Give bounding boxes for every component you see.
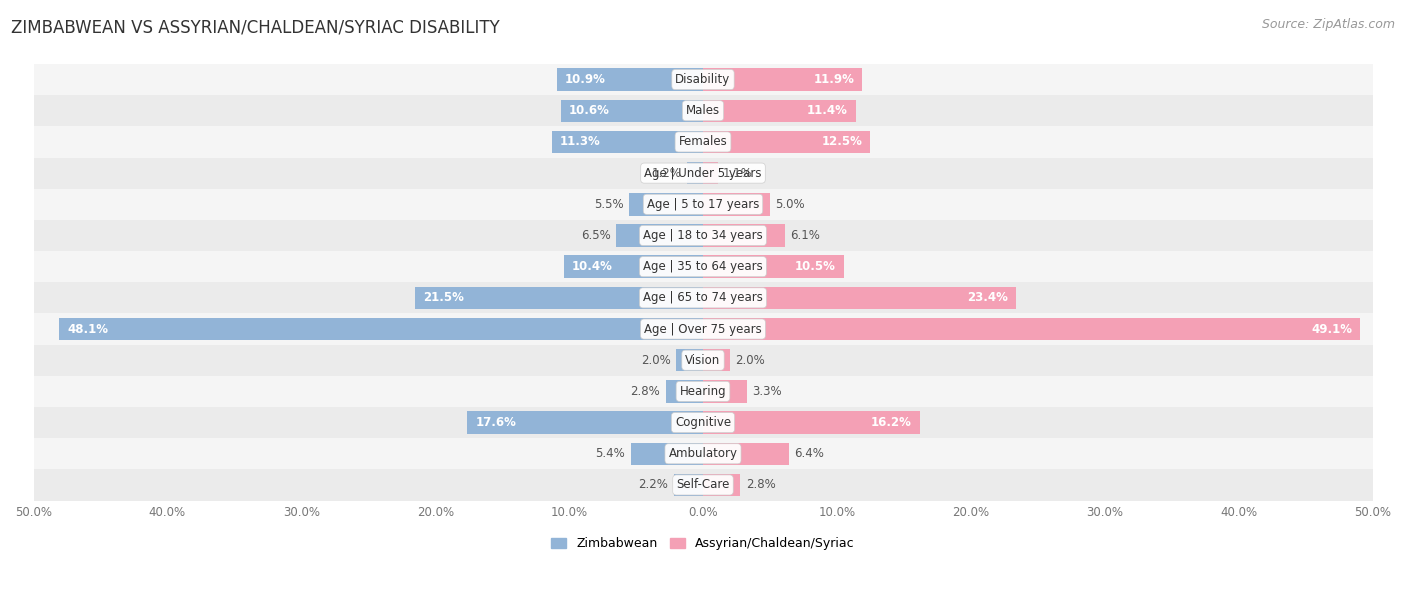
- Text: 23.4%: 23.4%: [967, 291, 1008, 304]
- Bar: [59, 318, 703, 340]
- Text: 5.0%: 5.0%: [775, 198, 804, 211]
- Text: Males: Males: [686, 104, 720, 118]
- Bar: [631, 442, 703, 465]
- Bar: [34, 126, 1372, 157]
- Text: 2.8%: 2.8%: [630, 385, 661, 398]
- Bar: [34, 438, 1372, 469]
- Bar: [703, 69, 862, 91]
- Text: 6.5%: 6.5%: [581, 229, 610, 242]
- Bar: [630, 193, 703, 215]
- Text: Self-Care: Self-Care: [676, 479, 730, 491]
- Bar: [551, 131, 703, 153]
- Text: Females: Females: [679, 135, 727, 149]
- Text: 11.4%: 11.4%: [807, 104, 848, 118]
- Bar: [703, 474, 741, 496]
- Bar: [703, 131, 870, 153]
- Bar: [34, 220, 1372, 251]
- Text: 11.3%: 11.3%: [560, 135, 600, 149]
- Bar: [564, 255, 703, 278]
- Bar: [703, 193, 770, 215]
- Bar: [616, 224, 703, 247]
- Text: 1.1%: 1.1%: [723, 166, 754, 179]
- Text: 16.2%: 16.2%: [870, 416, 912, 429]
- Text: 10.6%: 10.6%: [569, 104, 610, 118]
- Text: 2.0%: 2.0%: [735, 354, 765, 367]
- Text: Disability: Disability: [675, 73, 731, 86]
- Bar: [557, 69, 703, 91]
- Text: 48.1%: 48.1%: [67, 323, 108, 335]
- Legend: Zimbabwean, Assyrian/Chaldean/Syriac: Zimbabwean, Assyrian/Chaldean/Syriac: [547, 532, 859, 556]
- Text: Age | 35 to 64 years: Age | 35 to 64 years: [643, 260, 763, 273]
- Text: 5.4%: 5.4%: [596, 447, 626, 460]
- Text: 5.5%: 5.5%: [595, 198, 624, 211]
- Bar: [34, 345, 1372, 376]
- Text: Hearing: Hearing: [679, 385, 727, 398]
- Bar: [561, 100, 703, 122]
- Bar: [34, 376, 1372, 407]
- Text: Age | 5 to 17 years: Age | 5 to 17 years: [647, 198, 759, 211]
- Text: Age | Over 75 years: Age | Over 75 years: [644, 323, 762, 335]
- Bar: [34, 407, 1372, 438]
- Text: 12.5%: 12.5%: [821, 135, 862, 149]
- Bar: [415, 286, 703, 309]
- Text: 10.4%: 10.4%: [572, 260, 613, 273]
- Bar: [703, 100, 856, 122]
- Text: 10.9%: 10.9%: [565, 73, 606, 86]
- Bar: [703, 224, 785, 247]
- Text: 6.4%: 6.4%: [794, 447, 824, 460]
- Bar: [34, 64, 1372, 95]
- Bar: [703, 411, 920, 434]
- Text: 2.2%: 2.2%: [638, 479, 668, 491]
- Bar: [34, 157, 1372, 188]
- Bar: [703, 318, 1361, 340]
- Text: Age | 65 to 74 years: Age | 65 to 74 years: [643, 291, 763, 304]
- Text: 1.2%: 1.2%: [652, 166, 682, 179]
- Bar: [467, 411, 703, 434]
- Bar: [34, 188, 1372, 220]
- Text: 10.5%: 10.5%: [794, 260, 835, 273]
- Text: 3.3%: 3.3%: [752, 385, 782, 398]
- Text: 2.0%: 2.0%: [641, 354, 671, 367]
- Bar: [34, 282, 1372, 313]
- Text: Source: ZipAtlas.com: Source: ZipAtlas.com: [1261, 18, 1395, 31]
- Text: 17.6%: 17.6%: [475, 416, 516, 429]
- Bar: [703, 162, 717, 184]
- Bar: [34, 313, 1372, 345]
- Bar: [673, 474, 703, 496]
- Text: 11.9%: 11.9%: [814, 73, 855, 86]
- Bar: [703, 380, 747, 403]
- Bar: [703, 442, 789, 465]
- Text: Age | Under 5 years: Age | Under 5 years: [644, 166, 762, 179]
- Text: 6.1%: 6.1%: [790, 229, 820, 242]
- Text: 21.5%: 21.5%: [423, 291, 464, 304]
- Bar: [703, 286, 1017, 309]
- Text: Ambulatory: Ambulatory: [668, 447, 738, 460]
- Bar: [703, 349, 730, 371]
- Text: Cognitive: Cognitive: [675, 416, 731, 429]
- Bar: [34, 95, 1372, 126]
- Bar: [688, 162, 703, 184]
- Text: Age | 18 to 34 years: Age | 18 to 34 years: [643, 229, 763, 242]
- Text: ZIMBABWEAN VS ASSYRIAN/CHALDEAN/SYRIAC DISABILITY: ZIMBABWEAN VS ASSYRIAN/CHALDEAN/SYRIAC D…: [11, 18, 501, 36]
- Text: Vision: Vision: [685, 354, 721, 367]
- Bar: [676, 349, 703, 371]
- Text: 49.1%: 49.1%: [1312, 323, 1353, 335]
- Bar: [34, 469, 1372, 501]
- Bar: [703, 255, 844, 278]
- Bar: [665, 380, 703, 403]
- Bar: [34, 251, 1372, 282]
- Text: 2.8%: 2.8%: [745, 479, 776, 491]
